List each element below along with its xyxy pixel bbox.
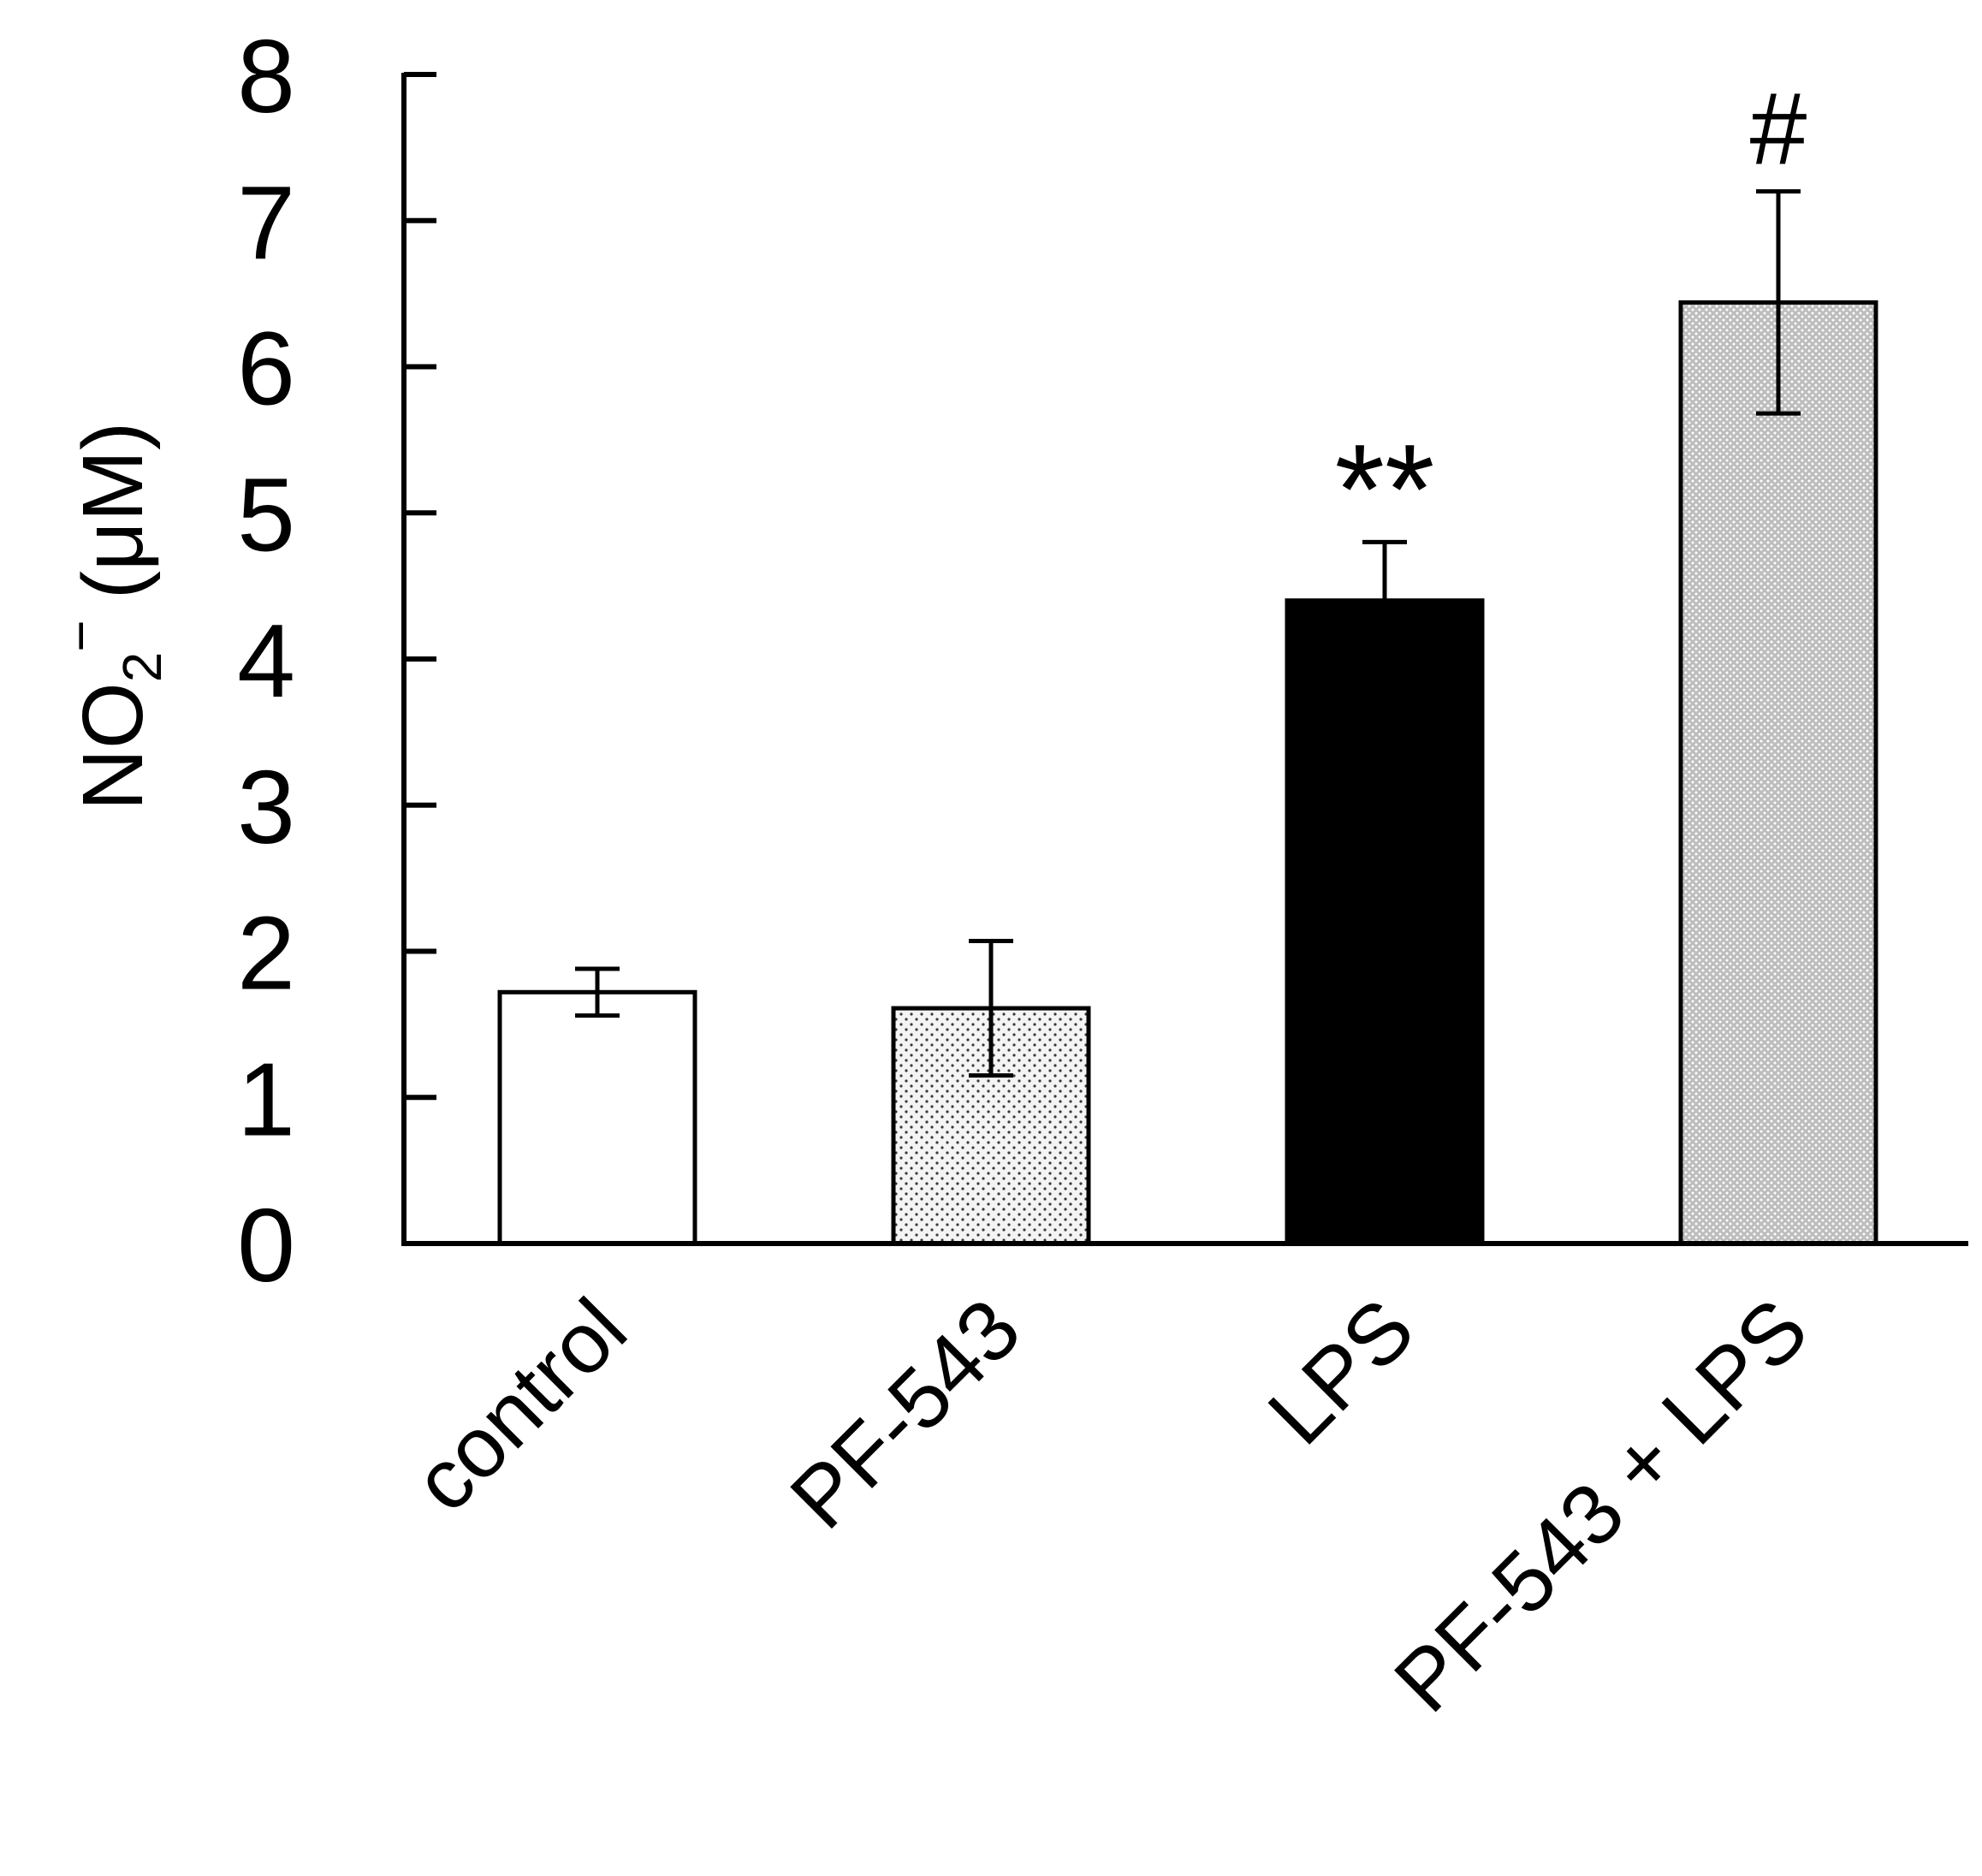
y-tick-label-8: 8 — [237, 18, 295, 134]
x-tick-label-lps: LPS — [1250, 1280, 1433, 1463]
y-tick-label-1: 1 — [237, 1041, 295, 1157]
bar-lps — [1285, 598, 1485, 1246]
labels-layer: control PF-543 ** LPS # PF-543 + LPS 0 1 2 3 4 5 6 7 8 — [237, 18, 1825, 1731]
bar-pf-543-lps — [1678, 300, 1878, 1246]
svg-text:NO2−(μM): NO2− (μM) — [50, 422, 173, 811]
y-tick-label-0: 0 — [237, 1187, 295, 1303]
error-bar-control — [575, 966, 620, 1018]
y-axis-label-subscript: 2 — [111, 652, 173, 683]
axes-layer — [401, 72, 1968, 1246]
y-tick-label-5: 5 — [237, 456, 295, 573]
y-axis-label: NO2− (μM) — [50, 422, 173, 811]
error-bar-pf-543-lps — [1756, 189, 1801, 416]
x-tick-label-pf-543: PF-543 — [772, 1280, 1038, 1547]
y-axis-label-unit: (μM) — [65, 422, 161, 600]
y-tick-label-2: 2 — [237, 895, 295, 1012]
error-bar-pf-543 — [969, 939, 1013, 1078]
error-bar-lps — [1362, 539, 1407, 662]
y-axis-label-main: NO — [65, 682, 161, 810]
y-tick-label-6: 6 — [237, 311, 295, 427]
y-axis-label-superscript: − — [50, 620, 111, 651]
significance-marker-pf-543-lps: # — [1750, 72, 1807, 187]
y-tick-label-4: 4 — [237, 603, 295, 719]
x-tick-label-control: control — [395, 1280, 644, 1529]
x-tick-label-pf-543-lps: PF-543 + LPS — [1376, 1280, 1825, 1730]
bar-control — [497, 989, 697, 1246]
y-tick-label-3: 3 — [237, 749, 295, 865]
significance-marker-lps: ** — [1335, 417, 1435, 561]
bars-layer — [497, 189, 1878, 1246]
y-tick-label-7: 7 — [237, 164, 295, 281]
